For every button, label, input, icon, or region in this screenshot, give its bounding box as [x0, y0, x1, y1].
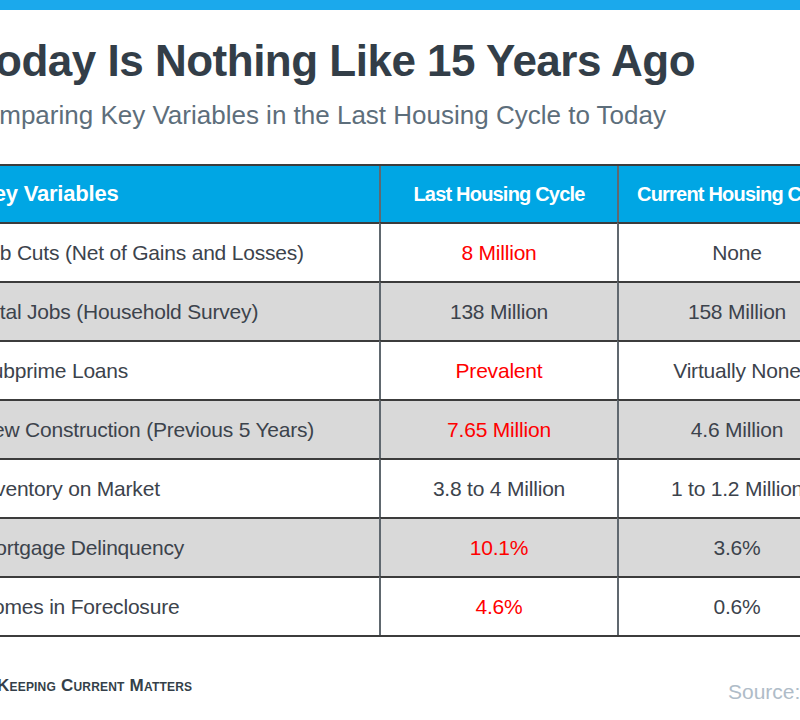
top-accent-bar: [0, 0, 800, 10]
last-cycle-value: 8 Million: [379, 222, 617, 281]
last-cycle-value: Prevalent: [379, 340, 617, 399]
last-cycle-value: 4.6%: [379, 576, 617, 635]
table-row-label: Inventory on Market: [0, 458, 379, 517]
page-title: Today Is Nothing Like 15 Years Ago: [0, 36, 695, 86]
page-subtitle: Comparing Key Variables in the Last Hous…: [0, 100, 666, 131]
comparison-table: Key Variables Last Housing Cycle Current…: [0, 164, 800, 637]
current-cycle-value: 0.6%: [617, 576, 800, 635]
column-header-current-housing-cycle: Current Housing Cycle: [617, 166, 800, 222]
column-header-last-housing-cycle: Last Housing Cycle: [379, 166, 617, 222]
slide-viewport: Today Is Nothing Like 15 Years Ago Compa…: [0, 0, 800, 720]
slide: Today Is Nothing Like 15 Years Ago Compa…: [0, 0, 800, 720]
current-cycle-value: 4.6 Million: [617, 399, 800, 458]
current-cycle-value: 3.6%: [617, 517, 800, 576]
source-label: Source:: [728, 680, 800, 704]
column-header-key-variables: Key Variables: [0, 166, 379, 222]
table-row-label: Homes in Foreclosure: [0, 576, 379, 635]
last-cycle-value: 10.1%: [379, 517, 617, 576]
table-row-label: Subprime Loans: [0, 340, 379, 399]
table-row-label: Mortgage Delinquency: [0, 517, 379, 576]
current-cycle-value: 1 to 1.2 Million: [617, 458, 800, 517]
current-cycle-value: 158 Million: [617, 281, 800, 340]
kcm-logo: Keeping Current Matters: [0, 676, 192, 696]
current-cycle-value: Virtually None: [617, 340, 800, 399]
last-cycle-value: 3.8 to 4 Million: [379, 458, 617, 517]
table-row-label: Total Jobs (Household Survey): [0, 281, 379, 340]
last-cycle-value: 138 Million: [379, 281, 617, 340]
current-cycle-value: None: [617, 222, 800, 281]
table-row-label: New Construction (Previous 5 Years): [0, 399, 379, 458]
table-row-label: Job Cuts (Net of Gains and Losses): [0, 222, 379, 281]
last-cycle-value: 7.65 Million: [379, 399, 617, 458]
